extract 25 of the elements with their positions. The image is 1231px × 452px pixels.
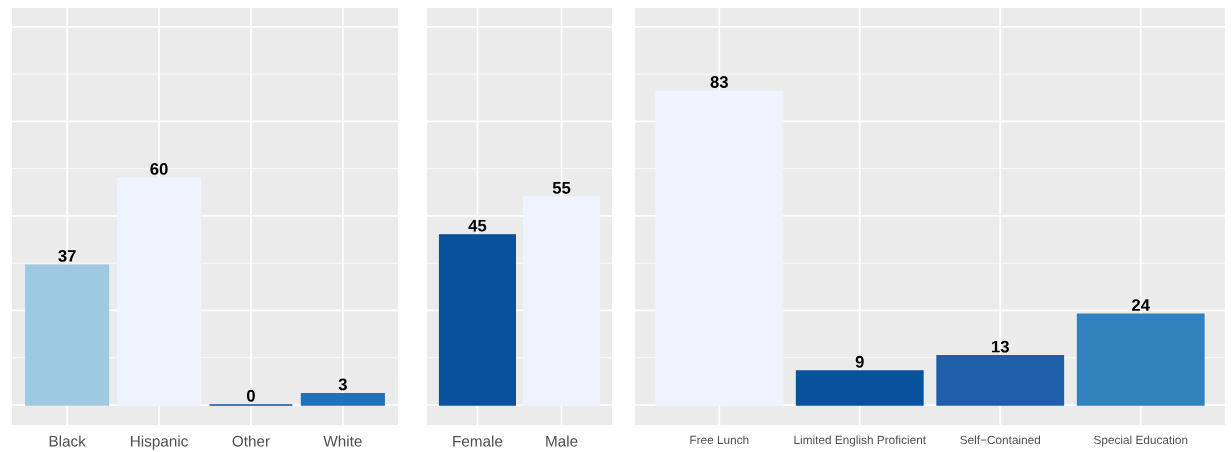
data-label: 83	[710, 76, 728, 88]
bar	[300, 392, 385, 406]
bar	[795, 370, 924, 406]
x-tick-label: Hispanic	[131, 435, 188, 450]
x-tick-label: Black	[49, 435, 86, 447]
data-label: 37	[58, 249, 76, 262]
x-tick-label: Self−Contained	[960, 435, 1041, 445]
x-tick-label: Special Education	[1094, 435, 1188, 447]
x-tick-label: Free Lunch	[690, 435, 749, 445]
bar	[1076, 313, 1205, 406]
data-label: 3	[338, 378, 347, 391]
bar	[25, 264, 110, 406]
data-label: 24	[1132, 299, 1150, 311]
data-label: 45	[468, 219, 487, 232]
x-tick-label: Female	[453, 435, 503, 447]
x-tick-label: Male	[546, 435, 578, 447]
bar	[936, 355, 1065, 406]
x-tick-label: White	[323, 435, 362, 447]
data-label: 9	[855, 355, 864, 368]
x-tick-label: Limited English Proficient	[794, 435, 926, 447]
data-label: 13	[992, 340, 1009, 353]
data-label: 60	[150, 163, 168, 175]
data-label: 0	[246, 389, 255, 402]
x-tick-label: Other	[232, 435, 270, 447]
data-label: 55	[552, 182, 571, 194]
